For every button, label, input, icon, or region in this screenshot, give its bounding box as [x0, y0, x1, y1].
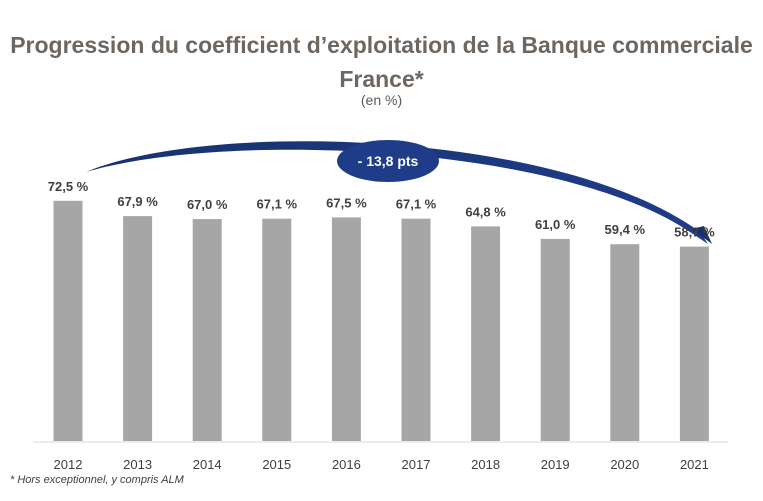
x-tick-label-2015: 2015 — [262, 457, 291, 470]
data-label-2012: 72,5 % — [48, 179, 89, 194]
x-tick-label-2017: 2017 — [402, 457, 431, 470]
chart-title-line-1: Progression du coefficient d’exploitatio… — [10, 32, 753, 58]
data-label-2019: 61,0 % — [535, 217, 576, 232]
data-label-2017: 67,1 % — [396, 197, 437, 212]
data-label-2016: 67,5 % — [326, 195, 367, 210]
bar-2014 — [192, 219, 222, 441]
data-label-2018: 64,8 % — [465, 204, 506, 219]
bar-chart: - 13,8 pts 72,5 % 2012 67,9 % 2013 67,0 % 201… — [33, 140, 728, 470]
x-tick-label-2013: 2013 — [123, 457, 152, 470]
chart-subtitle: (en %) — [360, 92, 403, 108]
bar-2021 — [679, 246, 709, 441]
data-label-2013: 67,9 % — [117, 194, 158, 209]
bar-2016 — [331, 217, 361, 441]
x-tick-label-2018: 2018 — [471, 457, 500, 470]
bar-2013 — [123, 216, 153, 441]
chart-title: Progression du coefficient d’exploitatio… — [0, 28, 763, 96]
data-label-2020: 59,4 % — [605, 222, 646, 237]
bar-2020 — [610, 244, 640, 441]
bar-2015 — [262, 218, 292, 441]
x-tick-label-2014: 2014 — [193, 457, 222, 470]
annotation-badge — [337, 140, 439, 182]
trend-arrow-head — [692, 226, 712, 244]
bar-2019 — [540, 238, 570, 441]
bar-2018 — [471, 226, 501, 441]
x-tick-label-2020: 2020 — [610, 457, 639, 470]
bar-2012 — [53, 200, 83, 441]
trend-arrow: - 13,8 pts — [86, 140, 712, 244]
chart-title-line-2: France* — [339, 66, 424, 92]
x-tick-label-2012: 2012 — [54, 457, 83, 470]
x-tick-label-2019: 2019 — [541, 457, 570, 470]
data-label-2014: 67,0 % — [187, 197, 228, 212]
data-label-2015: 67,1 % — [257, 197, 298, 212]
footnote: * Hors exceptionnel, y compris ALM — [10, 474, 184, 486]
data-label-2021: 58,7 % — [674, 225, 715, 240]
annotation-label: - 13,8 pts — [358, 153, 419, 169]
x-tick-label-2021: 2021 — [680, 457, 709, 470]
x-tick-label-2016: 2016 — [332, 457, 361, 470]
bar-2017 — [401, 218, 431, 441]
